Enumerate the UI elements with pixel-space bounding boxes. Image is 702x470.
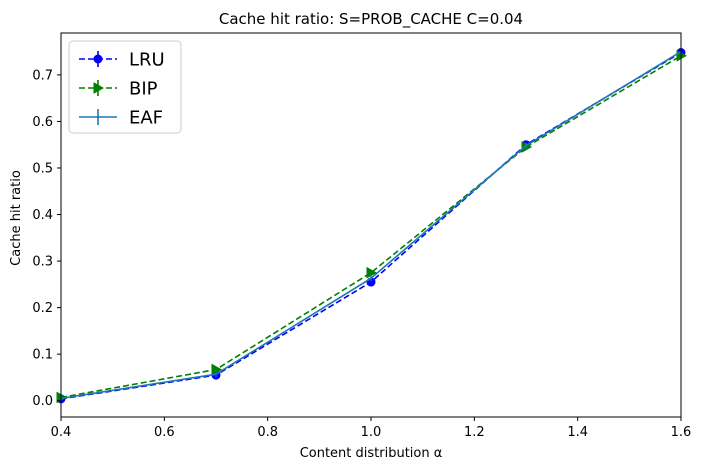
legend-marker: [93, 54, 103, 64]
x-tick-label: 1.4: [567, 425, 588, 440]
legend-label: BIP: [129, 79, 158, 100]
series-line-bip: [60, 55, 682, 399]
y-tick-label: 0.3: [32, 255, 53, 270]
x-tick-label: 1.0: [361, 425, 382, 440]
legend-entry-eaf: EAF: [79, 108, 163, 129]
x-tick-label: 0.4: [51, 425, 72, 440]
data-point: [366, 266, 378, 279]
legend-entry-lru: LRU: [79, 50, 165, 71]
legend-label: EAF: [129, 108, 163, 129]
x-tick-label: 0.6: [154, 425, 175, 440]
x-tick-label: 1.6: [671, 425, 692, 440]
y-tick-label: 0.0: [32, 394, 53, 409]
x-tick-label: 1.2: [464, 425, 485, 440]
y-tick-label: 0.4: [32, 208, 53, 223]
y-tick-label: 0.7: [32, 68, 53, 83]
x-axis-label: Content distribution α: [300, 446, 443, 461]
legend-marker: [93, 82, 105, 94]
legend-entry-bip: BIP: [79, 79, 158, 100]
axes-layer: 0.4 0.6 0.8 1.0 1.2 1.4 1.6 0.0 0.1 0.2 0.3 0.4 0.5 0…: [32, 32, 692, 440]
chart-title: Cache hit ratio: S=PROB_CACHE C=0.04: [219, 10, 523, 29]
legend-label: LRU: [129, 50, 165, 71]
y-tick-label: 0.1: [32, 348, 53, 363]
y-tick-label: 0.2: [32, 301, 53, 316]
x-tick-label: 0.8: [257, 425, 278, 440]
y-tick-label: 0.5: [32, 161, 53, 176]
y-tick-label: 0.6: [32, 115, 53, 130]
y-axis-label: Cache hit ratio: [9, 170, 24, 266]
legend-box: [68, 40, 182, 134]
legend: LRU BIP EAF: [68, 40, 182, 134]
